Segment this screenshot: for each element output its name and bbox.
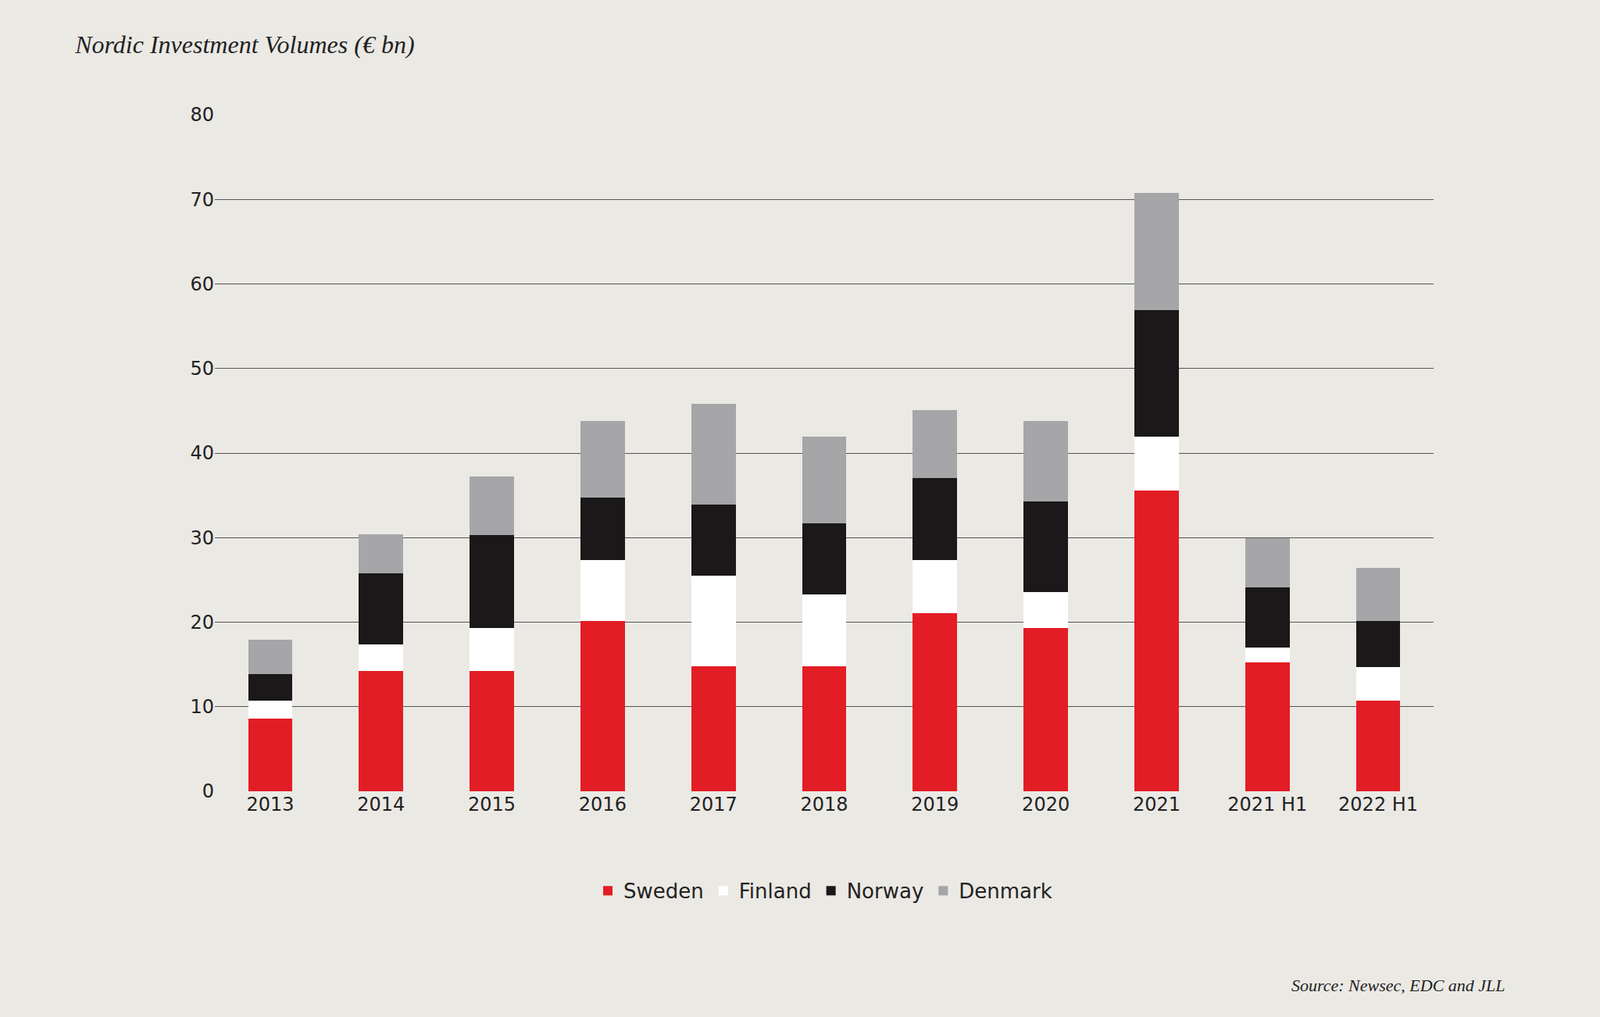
svg-text:2022 H1: 2022 H1 bbox=[1338, 793, 1418, 816]
svg-text:2021 H1: 2021 H1 bbox=[1227, 793, 1308, 816]
svg-text:40: 40 bbox=[189, 442, 215, 465]
svg-text:2021: 2021 bbox=[1132, 793, 1181, 816]
svg-text:2014: 2014 bbox=[357, 793, 405, 816]
svg-text:2018: 2018 bbox=[800, 793, 848, 816]
svg-text:2016: 2016 bbox=[578, 793, 627, 816]
svg-text:Norway: Norway bbox=[846, 879, 925, 904]
svg-text:80: 80 bbox=[189, 103, 215, 126]
svg-text:70: 70 bbox=[189, 189, 215, 211]
svg-text:2013: 2013 bbox=[246, 793, 294, 816]
svg-text:2019: 2019 bbox=[910, 793, 959, 816]
svg-text:50: 50 bbox=[189, 357, 215, 380]
svg-text:Denmark: Denmark bbox=[958, 879, 1053, 904]
svg-text:Sweden: Sweden bbox=[623, 879, 704, 904]
svg-text:Source: Newsec, EDC and JLL: Source: Newsec, EDC and JLL bbox=[1291, 975, 1506, 996]
svg-text:2017: 2017 bbox=[689, 793, 738, 816]
svg-text:Finland: Finland bbox=[739, 879, 812, 904]
svg-text:20: 20 bbox=[189, 611, 215, 634]
svg-text:2015: 2015 bbox=[467, 793, 516, 816]
svg-text:0: 0 bbox=[202, 780, 215, 803]
svg-text:30: 30 bbox=[189, 527, 215, 550]
svg-text:2020: 2020 bbox=[1021, 793, 1070, 816]
svg-text:10: 10 bbox=[189, 696, 215, 718]
svg-text:60: 60 bbox=[189, 273, 215, 296]
svg-text:Nordic Investment Volumes (€ b: Nordic Investment Volumes (€ bn) bbox=[74, 30, 415, 59]
